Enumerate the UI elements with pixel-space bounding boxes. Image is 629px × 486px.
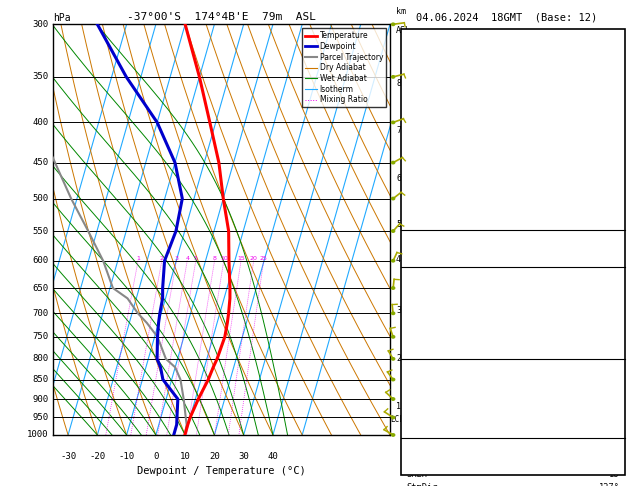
Text: 850: 850 bbox=[33, 375, 49, 384]
Text: θₑ(K): θₑ(K) bbox=[406, 312, 433, 322]
Text: 0: 0 bbox=[615, 351, 620, 360]
Text: CIN (J): CIN (J) bbox=[406, 430, 443, 439]
Text: 500: 500 bbox=[33, 194, 49, 203]
Text: θₑ (K): θₑ (K) bbox=[406, 391, 438, 400]
Text: 127°: 127° bbox=[599, 483, 620, 486]
Text: 20: 20 bbox=[250, 256, 258, 260]
Text: ASL: ASL bbox=[396, 26, 411, 35]
Text: 298: 298 bbox=[604, 312, 620, 322]
Text: 24: 24 bbox=[609, 457, 620, 466]
Text: 400: 400 bbox=[33, 118, 49, 127]
Text: 10: 10 bbox=[220, 256, 228, 260]
Text: 800: 800 bbox=[33, 354, 49, 364]
Text: Dewpoint / Temperature (°C): Dewpoint / Temperature (°C) bbox=[137, 466, 306, 476]
Text: 750: 750 bbox=[33, 332, 49, 341]
Text: 16: 16 bbox=[609, 326, 620, 334]
Text: 550: 550 bbox=[33, 226, 49, 236]
Text: CIN (J): CIN (J) bbox=[406, 351, 443, 360]
Text: 20: 20 bbox=[209, 452, 220, 461]
Text: 0: 0 bbox=[615, 417, 620, 426]
Text: kt: kt bbox=[433, 46, 444, 55]
Text: -10: -10 bbox=[118, 452, 135, 461]
Text: -7: -7 bbox=[609, 234, 620, 243]
Text: 18: 18 bbox=[609, 469, 620, 479]
Text: 8: 8 bbox=[213, 256, 216, 260]
Text: km: km bbox=[396, 7, 406, 16]
Text: Lifted Index: Lifted Index bbox=[406, 326, 469, 334]
Text: 6.1: 6.1 bbox=[604, 300, 620, 309]
Text: Temp (°C): Temp (°C) bbox=[406, 287, 454, 296]
Text: 11: 11 bbox=[609, 404, 620, 413]
Text: 4: 4 bbox=[185, 256, 189, 260]
Legend: Temperature, Dewpoint, Parcel Trajectory, Dry Adiabat, Wet Adiabat, Isotherm, Mi: Temperature, Dewpoint, Parcel Trajectory… bbox=[303, 28, 386, 107]
Text: 5: 5 bbox=[396, 220, 401, 229]
Text: Most Unstable: Most Unstable bbox=[479, 365, 547, 374]
Text: Lifted Index: Lifted Index bbox=[406, 404, 469, 413]
Text: 10: 10 bbox=[180, 452, 191, 461]
Text: PW (cm): PW (cm) bbox=[406, 260, 443, 269]
Text: LCL: LCL bbox=[391, 416, 404, 424]
Text: Mixing Ratio (g/kg): Mixing Ratio (g/kg) bbox=[414, 235, 423, 323]
Text: 7: 7 bbox=[396, 126, 401, 135]
Text: 600: 600 bbox=[33, 256, 49, 265]
Text: -20: -20 bbox=[89, 452, 106, 461]
Text: Surface: Surface bbox=[494, 274, 532, 283]
Text: 25: 25 bbox=[260, 256, 267, 260]
Text: 2: 2 bbox=[396, 353, 401, 363]
Text: 2: 2 bbox=[160, 256, 164, 260]
Text: 30: 30 bbox=[238, 452, 249, 461]
Text: 04.06.2024  18GMT  (Base: 12): 04.06.2024 18GMT (Base: 12) bbox=[416, 13, 597, 23]
Text: 5: 5 bbox=[194, 256, 198, 260]
Text: 27: 27 bbox=[609, 247, 620, 256]
Title: -37°00'S  174°4B'E  79m  ASL: -37°00'S 174°4B'E 79m ASL bbox=[127, 12, 316, 22]
Text: 950: 950 bbox=[33, 413, 49, 422]
Text: 950: 950 bbox=[604, 378, 620, 387]
Text: 306: 306 bbox=[604, 391, 620, 400]
Text: StmDir: StmDir bbox=[406, 483, 438, 486]
Text: 300: 300 bbox=[33, 20, 49, 29]
Text: 0: 0 bbox=[153, 452, 159, 461]
Text: 0: 0 bbox=[615, 430, 620, 439]
Text: 700: 700 bbox=[33, 309, 49, 318]
Text: CAPE (J): CAPE (J) bbox=[406, 338, 448, 347]
Text: Dewp (°C): Dewp (°C) bbox=[406, 300, 454, 309]
Text: 40: 40 bbox=[267, 452, 278, 461]
Text: 900: 900 bbox=[33, 395, 49, 403]
Text: 3: 3 bbox=[396, 306, 401, 315]
Text: © weatheronline.co.uk: © weatheronline.co.uk bbox=[458, 462, 568, 471]
Text: 1000: 1000 bbox=[27, 431, 49, 439]
Text: 9.9: 9.9 bbox=[604, 287, 620, 296]
Text: Totals Totals: Totals Totals bbox=[406, 247, 475, 256]
Text: 8: 8 bbox=[396, 79, 401, 88]
Text: 6: 6 bbox=[396, 174, 401, 183]
Text: 350: 350 bbox=[33, 72, 49, 81]
Text: CAPE (J): CAPE (J) bbox=[406, 417, 448, 426]
Text: 1: 1 bbox=[136, 256, 140, 260]
Text: 0: 0 bbox=[615, 338, 620, 347]
Text: hPa: hPa bbox=[53, 13, 71, 23]
Text: 450: 450 bbox=[33, 158, 49, 167]
Text: Hodograph: Hodograph bbox=[489, 444, 537, 453]
Text: SREH: SREH bbox=[406, 469, 427, 479]
Text: 3: 3 bbox=[174, 256, 179, 260]
Text: EH: EH bbox=[406, 457, 417, 466]
Text: Pressure (mb): Pressure (mb) bbox=[406, 378, 475, 387]
Text: 1: 1 bbox=[396, 402, 401, 411]
Text: -30: -30 bbox=[60, 452, 76, 461]
Text: 1.26: 1.26 bbox=[599, 260, 620, 269]
Text: K: K bbox=[406, 234, 411, 243]
Text: 4: 4 bbox=[396, 255, 401, 263]
Text: 15: 15 bbox=[237, 256, 245, 260]
Text: 650: 650 bbox=[33, 283, 49, 293]
